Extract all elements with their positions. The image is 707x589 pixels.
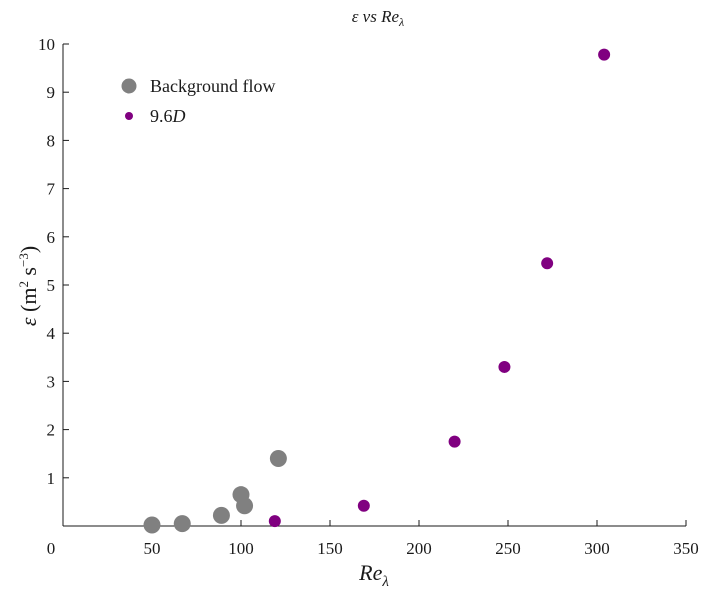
data-points [143,48,611,534]
y-tick-label: 10 [38,35,55,54]
y-ticks: 1 2 3 4 5 6 7 8 9 10 [38,35,69,488]
chart-title: ε vs Reλ [352,7,405,29]
series-9-6d-point [541,257,554,270]
y-label-close: ) [16,246,41,253]
legend-label-background-flow: Background flow [150,76,275,96]
y-label-sup-2: 2 [16,281,31,288]
y-axis-label: ε (m2 s−3) [16,246,41,326]
y-tick-label: 9 [47,83,56,102]
y-label-epsilon: ε [16,317,41,326]
series-9-6d-point [268,515,281,528]
y-tick-label: 2 [47,421,56,440]
x-tick-label: 0 [47,539,56,558]
y-tick-label: 6 [47,228,56,247]
y-tick-label: 7 [47,180,56,199]
title-lambda-sub: λ [398,15,404,29]
title-prefix: ε vs [352,7,381,26]
background-flow-point [173,515,191,533]
y-tick-label: 1 [47,469,56,488]
y-tick-label: 5 [47,276,56,295]
title-re: Re [380,7,399,26]
y-tick-label: 3 [47,372,56,391]
legend-marker-9-6d [125,112,133,120]
background-flow-point [236,497,254,515]
x-ticks: 0 50 100 150 200 250 300 350 [47,520,699,558]
x-tick-label: 100 [228,539,254,558]
y-label-open: (m [16,288,41,318]
x-tick-label: 150 [317,539,343,558]
legend-9-6d-letter: D [172,106,186,126]
series-9-6d-point [448,435,461,448]
background-flow-point [269,450,287,468]
x-tick-label: 200 [406,539,432,558]
background-flow-point [212,506,230,524]
series-9-6d-point [498,360,511,373]
series-9-6d-point [598,48,611,61]
x-label-re: Re [358,560,382,585]
x-tick-label: 250 [495,539,521,558]
legend-9-6d-number: 9.6 [150,106,173,126]
legend-marker-background-flow [121,78,137,94]
y-label-mid: s [16,267,41,281]
y-tick-label: 4 [47,324,56,343]
x-tick-label: 300 [584,539,610,558]
x-axis-label: Reλ [358,560,389,589]
legend: Background flow 9.6D [121,76,275,126]
x-tick-label: 350 [673,539,699,558]
series-9-6d-point [357,499,370,512]
y-label-sup-minus3: −3 [16,253,31,267]
legend-label-9-6d: 9.6D [150,106,186,126]
background-flow-point [143,516,161,534]
x-label-lambda-sub: λ [381,574,389,589]
x-tick-label: 50 [144,539,161,558]
y-tick-label: 8 [47,131,56,150]
